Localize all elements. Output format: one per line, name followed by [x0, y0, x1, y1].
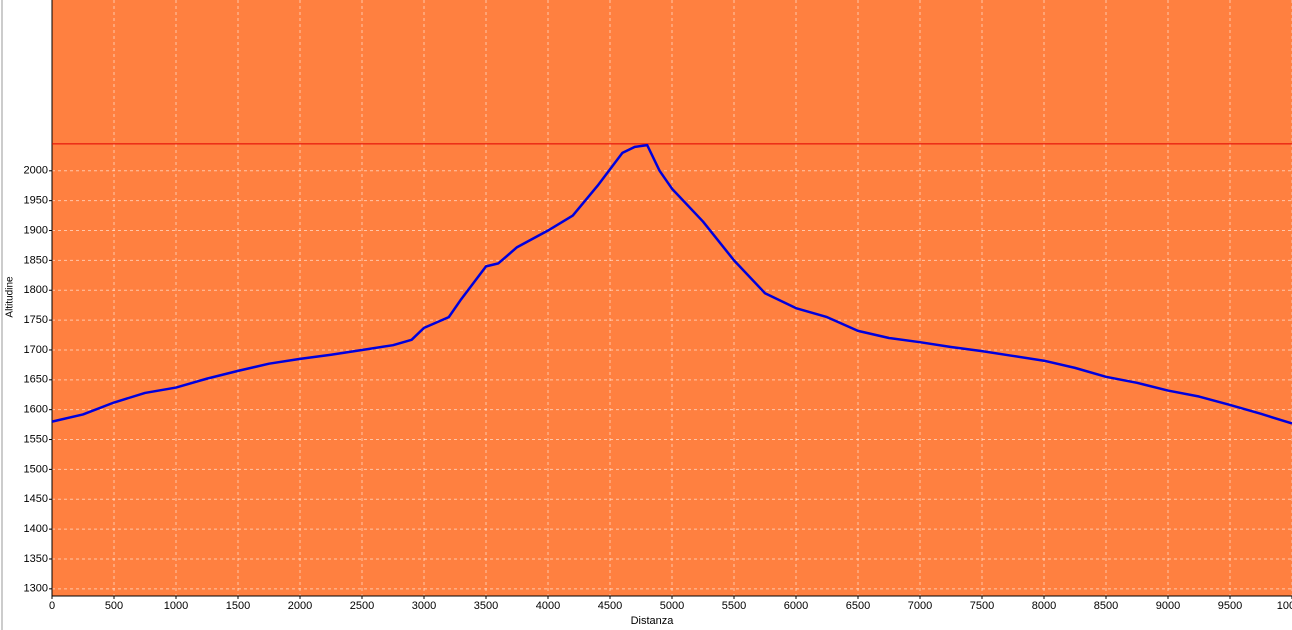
x-tick-label: 500	[105, 600, 123, 612]
x-tick-label: 1000	[164, 600, 188, 612]
x-tick-label: 1500	[226, 600, 250, 612]
plot-area	[52, 0, 1292, 596]
elevation-line	[51, 143, 1292, 425]
y-tick-label: 1850	[24, 254, 48, 266]
x-tick-label: 9000	[1156, 600, 1180, 612]
x-tick-label: 6500	[846, 600, 870, 612]
x-tick-label: 3500	[474, 600, 498, 612]
x-tick-label: 2000	[288, 600, 312, 612]
y-tick-label: 2000	[24, 165, 48, 177]
y-tick-label: 1750	[24, 314, 48, 326]
y-tick-label: 1950	[24, 195, 48, 207]
x-tick-label: 7500	[970, 600, 994, 612]
x-tick-label: 2500	[350, 600, 374, 612]
x-tick-label: 5500	[722, 600, 746, 612]
x-tick-label: 8000	[1032, 600, 1056, 612]
x-tick-label: 7000	[908, 600, 932, 612]
x-tick-label: 10000	[1277, 600, 1292, 612]
y-tick-label: 1550	[24, 433, 48, 445]
x-tick-label: 0	[49, 600, 55, 612]
y-tick-label: 1450	[24, 493, 48, 505]
y-tick-label: 1300	[24, 583, 48, 595]
y-tick-label: 1600	[24, 404, 48, 416]
x-tick-label: 8500	[1094, 600, 1118, 612]
x-tick-label: 3000	[412, 600, 436, 612]
y-axis-label: Altitudine	[5, 276, 16, 318]
y-tick-label: 1700	[24, 344, 48, 356]
y-tick-label: 1350	[24, 553, 48, 565]
y-tick-label: 1400	[24, 523, 48, 535]
y-tick-label: 1900	[24, 224, 48, 236]
x-tick-label: 5000	[660, 600, 684, 612]
x-axis-label: Distanza	[631, 615, 675, 627]
y-tick-label: 1650	[24, 374, 48, 386]
x-tick-label: 6000	[784, 600, 808, 612]
y-tick-label: 1500	[24, 463, 48, 475]
x-tick-label: 9500	[1218, 600, 1242, 612]
x-tick-label: 4000	[536, 600, 560, 612]
y-tick-label: 1800	[24, 284, 48, 296]
x-tick-label: 4500	[598, 600, 622, 612]
